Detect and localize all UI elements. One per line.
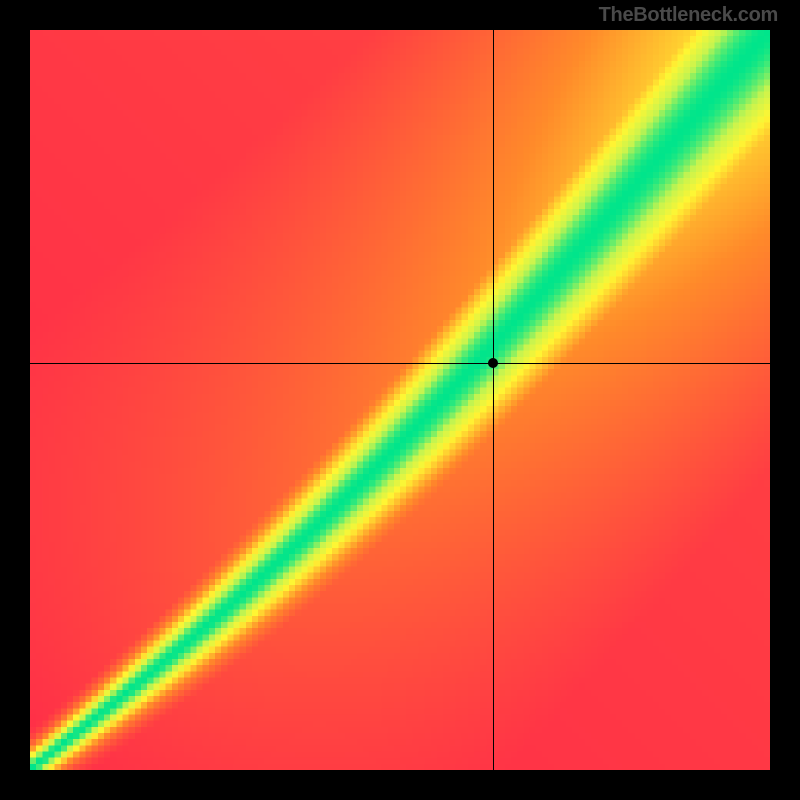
heatmap-canvas [30, 30, 770, 770]
heatmap-plot [30, 30, 770, 770]
watermark-text: TheBottleneck.com [599, 4, 778, 27]
crosshair-horizontal [30, 363, 770, 364]
crosshair-vertical [493, 30, 494, 770]
crosshair-marker [488, 358, 498, 368]
